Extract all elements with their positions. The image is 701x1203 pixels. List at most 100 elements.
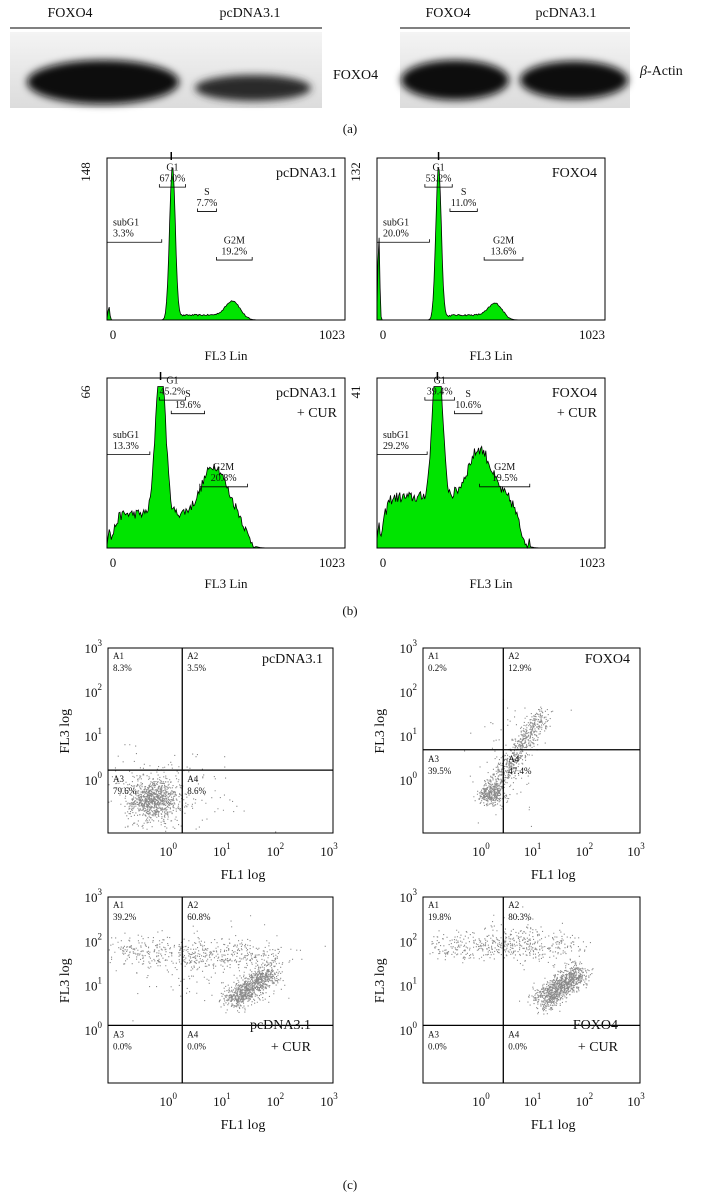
gate-bracket xyxy=(158,184,186,188)
tick-exponent: 3 xyxy=(413,638,418,648)
band xyxy=(520,61,628,99)
tick-base: 10 xyxy=(213,1094,226,1109)
scatter-dots xyxy=(464,699,572,827)
gate-name: subG1 xyxy=(113,218,139,229)
tick-base: 10 xyxy=(627,1094,640,1109)
quadrant-value: 0.0% xyxy=(428,1041,447,1051)
y-max-label: 132 xyxy=(348,162,363,182)
sample-label: FOXO4 xyxy=(573,1018,618,1033)
tick-exponent: 0 xyxy=(173,1091,178,1101)
quadrant-value: 47.4% xyxy=(508,766,532,776)
sample-label: + CUR xyxy=(557,406,598,421)
y-axis-label: FL3 log xyxy=(373,958,388,1003)
gate-value: 11.0% xyxy=(451,198,476,209)
y-tick-label: 103 xyxy=(85,638,103,656)
quadrant-name: A4 xyxy=(508,1029,519,1039)
tick-base: 10 xyxy=(400,934,413,949)
y-tick-label: 101 xyxy=(400,976,418,994)
lane-label: pcDNA3.1 xyxy=(219,6,280,21)
gate-bracket xyxy=(216,257,253,261)
x-axis-label: FL3 Lin xyxy=(470,348,513,363)
tick-base: 10 xyxy=(524,844,537,859)
blot-label: β-Actin xyxy=(639,64,683,79)
y-tick-label: 100 xyxy=(400,770,418,788)
panel-caption: (b) xyxy=(342,603,357,618)
tick-base: 10 xyxy=(400,979,413,994)
gate-value: 39.4% xyxy=(427,386,453,397)
tick-exponent: 0 xyxy=(413,1020,418,1030)
sample-label: pcDNA3.1 xyxy=(250,1018,311,1033)
gate-bracket xyxy=(424,397,455,401)
band xyxy=(27,60,179,104)
x-tick-label: 102 xyxy=(576,841,594,859)
sample-label: FOXO4 xyxy=(585,652,630,667)
quadrant-name: A4 xyxy=(187,774,198,784)
quadrant-value: 79.6% xyxy=(113,786,137,796)
sample-label: pcDNA3.1 xyxy=(276,166,337,181)
gate-name: S xyxy=(461,187,467,198)
y-axis-label: FL3 log xyxy=(373,709,388,754)
gate-value: 10.6% xyxy=(455,400,481,411)
tick-base: 10 xyxy=(576,1094,589,1109)
tick-base: 10 xyxy=(267,844,280,859)
gate-name: G1 xyxy=(166,162,178,173)
gate-name: S xyxy=(185,389,191,400)
x-tick-label: 103 xyxy=(627,1091,645,1109)
x-min-label: 0 xyxy=(110,327,117,342)
tick-exponent: 2 xyxy=(589,841,594,851)
y-max-label: 66 xyxy=(78,385,93,399)
tick-exponent: 2 xyxy=(413,682,418,692)
gate-value: 20.8% xyxy=(211,473,237,484)
quadrant-value: 3.5% xyxy=(187,663,206,673)
tick-exponent: 2 xyxy=(413,931,418,941)
plot-frame xyxy=(106,377,346,549)
quadrant-name: A2 xyxy=(187,651,198,661)
y-axis-label: FL3 log xyxy=(58,958,73,1003)
y-axis-label: FL3 log xyxy=(58,709,73,754)
x-axis-label: FL3 Lin xyxy=(205,576,248,591)
y-tick-label: 102 xyxy=(85,931,103,949)
tick-base: 10 xyxy=(400,890,413,905)
tick-exponent: 2 xyxy=(98,682,103,692)
quadrant-value: 80.3% xyxy=(508,912,532,922)
gate-value: 3.3% xyxy=(113,229,134,240)
tick-base: 10 xyxy=(160,844,173,859)
band xyxy=(195,75,311,101)
tick-exponent: 3 xyxy=(640,841,645,851)
tick-base: 10 xyxy=(160,1094,173,1109)
quadrant-value: 0.0% xyxy=(113,1041,132,1051)
gate-name: G2M xyxy=(494,462,515,473)
tick-base: 10 xyxy=(400,1023,413,1038)
sample-label: + CUR xyxy=(271,1040,312,1055)
gate-value: 19.2% xyxy=(221,246,247,257)
gate-value: 13.6% xyxy=(491,246,517,257)
gate-bracket xyxy=(376,239,430,243)
quadrant-name: A2 xyxy=(508,900,519,910)
y-tick-label: 102 xyxy=(400,682,418,700)
plot-frame xyxy=(106,157,346,321)
y-tick-label: 101 xyxy=(400,726,418,744)
tick-exponent: 3 xyxy=(98,638,103,648)
x-axis-label: FL1 log xyxy=(531,1118,576,1133)
x-tick-label: 101 xyxy=(213,1091,231,1109)
quadrant-name: A4 xyxy=(508,754,519,764)
sample-label: + CUR xyxy=(297,406,338,421)
plot-frame xyxy=(107,647,334,834)
gate-name: G2M xyxy=(493,235,514,246)
gate-bracket xyxy=(449,208,478,212)
gate-name: G1 xyxy=(434,375,446,386)
tick-exponent: 3 xyxy=(333,1091,338,1101)
quadrant-name: A1 xyxy=(113,651,124,661)
y-max-label: 41 xyxy=(348,386,363,399)
gate-bracket xyxy=(479,483,531,488)
tick-base: 10 xyxy=(85,890,98,905)
tick-exponent: 2 xyxy=(589,1091,594,1101)
plot-frame xyxy=(422,647,641,834)
quadrant-value: 0.0% xyxy=(187,1041,206,1051)
x-tick-label: 102 xyxy=(267,1091,285,1109)
gate-name: G2M xyxy=(224,235,245,246)
tick-exponent: 1 xyxy=(226,841,231,851)
quadrant-value: 39.2% xyxy=(113,912,137,922)
y-tick-label: 102 xyxy=(85,682,103,700)
tick-exponent: 0 xyxy=(485,841,490,851)
